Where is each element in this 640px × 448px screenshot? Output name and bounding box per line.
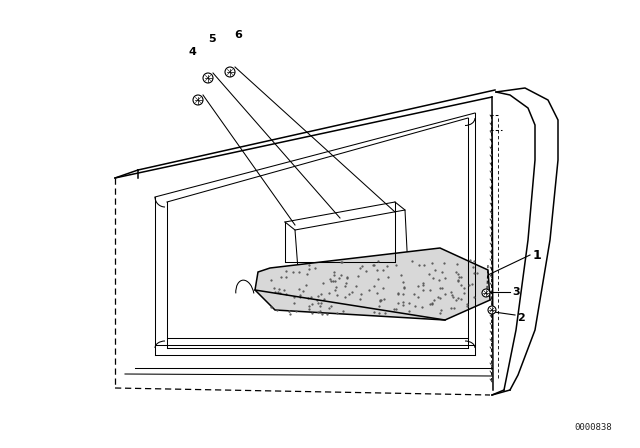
Text: 4: 4 (188, 47, 196, 57)
Text: 1: 1 (533, 249, 541, 262)
Circle shape (225, 67, 235, 77)
Text: 2: 2 (517, 313, 525, 323)
Polygon shape (255, 248, 490, 320)
Text: 6: 6 (234, 30, 242, 40)
Polygon shape (295, 210, 408, 270)
Circle shape (203, 73, 213, 83)
Text: 0000838: 0000838 (574, 423, 612, 432)
Text: 3: 3 (512, 287, 520, 297)
Circle shape (488, 306, 496, 314)
Circle shape (193, 95, 203, 105)
Text: 5: 5 (208, 34, 216, 44)
Circle shape (482, 289, 490, 297)
